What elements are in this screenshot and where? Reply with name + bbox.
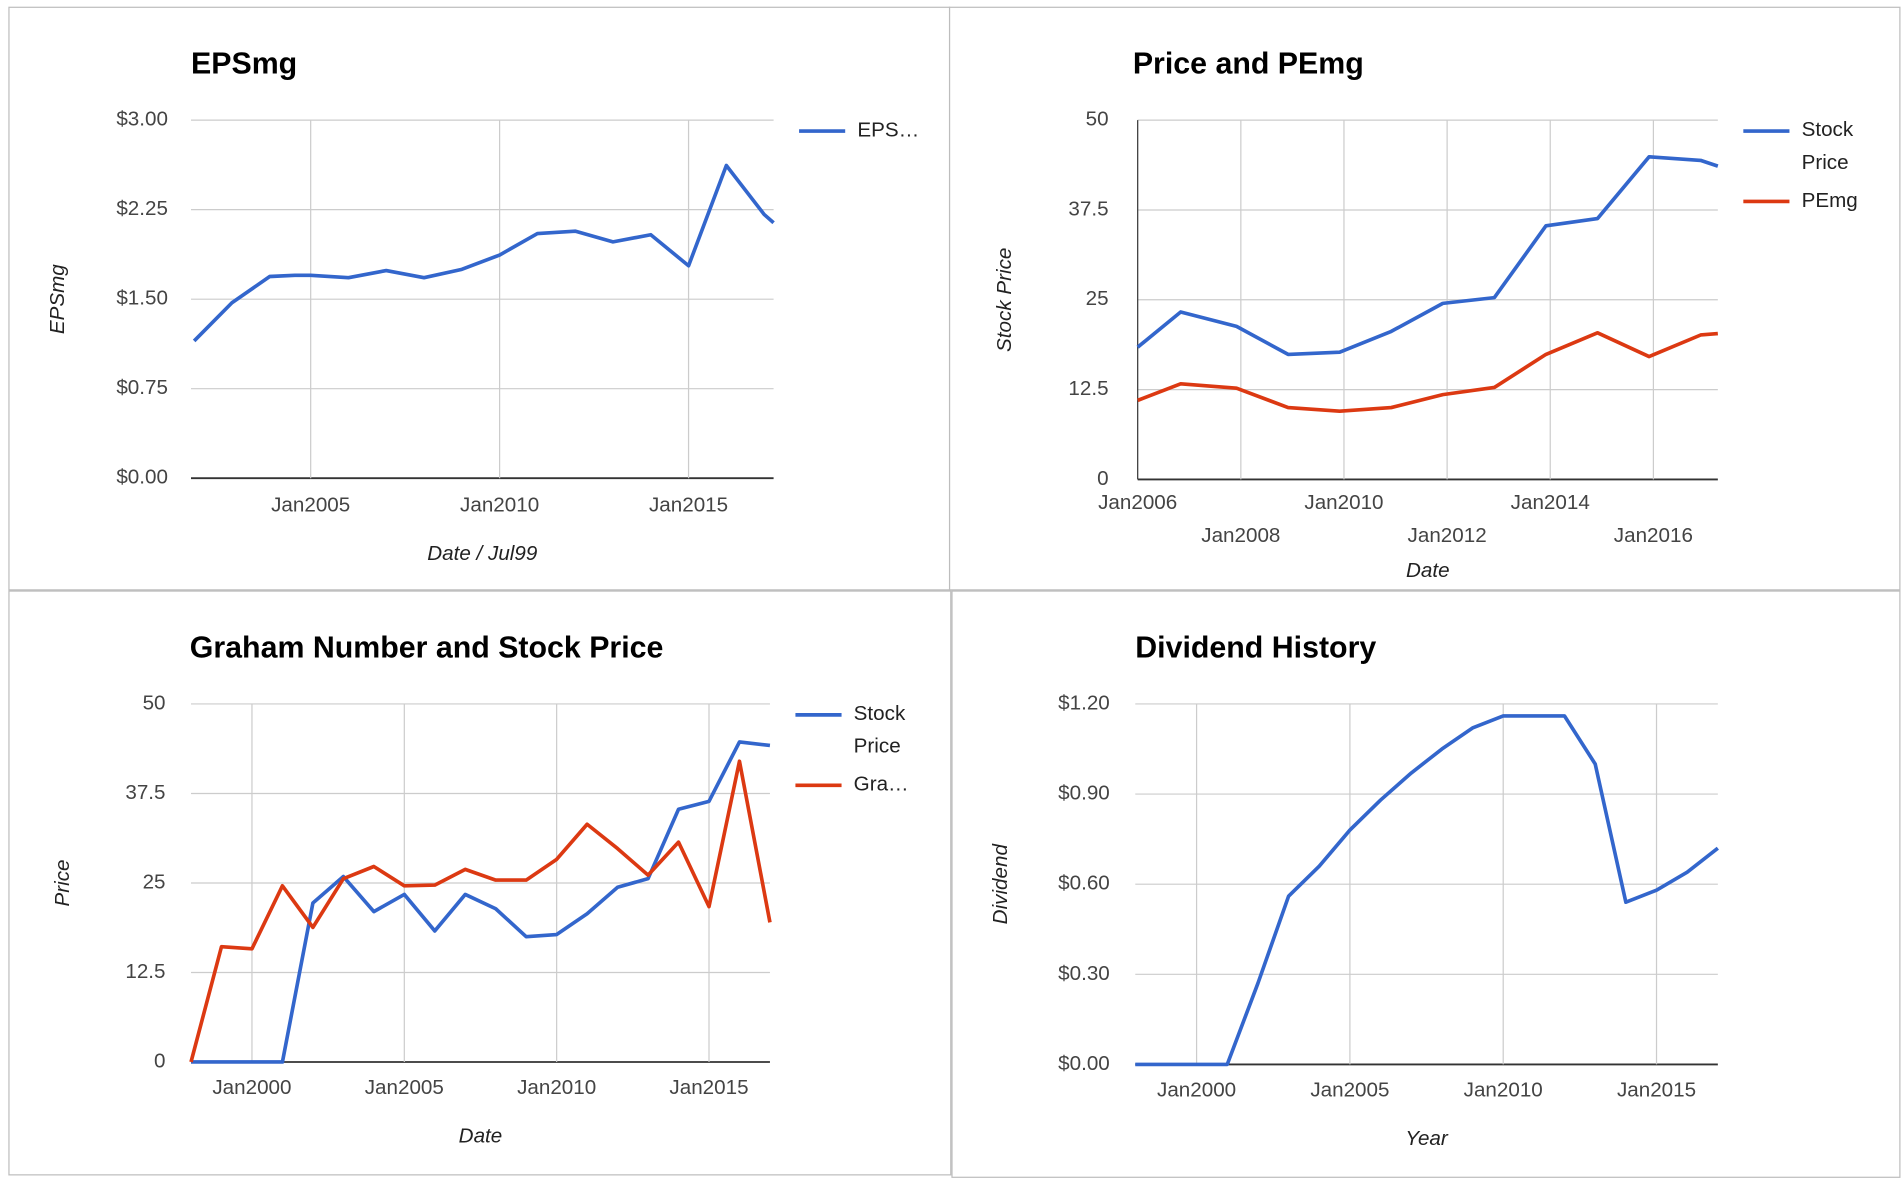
data-line <box>192 163 775 343</box>
y-axis-title: EPSmg <box>46 264 69 334</box>
x-tick-label: Jan2005 <box>1310 1079 1389 1102</box>
x-tick-label: Jan2006 <box>1098 491 1177 514</box>
x-axis-title: Date <box>459 1125 503 1148</box>
y-axis-title: Price <box>51 859 74 906</box>
chart: Graham Number and Stock Price Date Price 0 1… <box>51 631 911 1147</box>
chart: Price and PEmg Date Stock Price 0 12.5 25 37.5… <box>993 48 1859 583</box>
y-tick-label: $1.50 <box>116 287 168 310</box>
y-tick-label: $0.75 <box>116 376 168 399</box>
legend-label: Stock Price <box>1802 119 1859 175</box>
y-tick-label: 12.5 <box>1068 377 1108 400</box>
y-axis-title: Dividend <box>989 843 1012 925</box>
legend-label: PEmg <box>1802 189 1858 212</box>
legend-label: EPS… <box>857 119 919 142</box>
x-tick-label: Jan2010 <box>1464 1079 1543 1102</box>
data-line <box>1136 154 1719 357</box>
chart-title: Dividend History <box>1135 631 1376 664</box>
y-tick-label: 25 <box>143 870 166 893</box>
x-tick-label: Jan2000 <box>1157 1079 1236 1102</box>
y-tick-label: 50 <box>1086 108 1109 131</box>
data-line <box>189 759 772 1063</box>
data-line <box>1137 331 1718 413</box>
y-tick-label: 50 <box>143 691 166 714</box>
x-tick-label: Jan2014 <box>1511 491 1590 514</box>
y-tick-label: 37.5 <box>1068 197 1108 220</box>
x-tick-label: Jan2012 <box>1408 524 1487 547</box>
y-axis-title: Stock Price <box>993 248 1016 352</box>
legend-label: Gra… <box>854 773 909 796</box>
x-tick-label: Jan2005 <box>365 1076 444 1099</box>
x-tick-label: Jan2016 <box>1614 524 1693 547</box>
x-axis-title: Date / Jul99 <box>427 542 538 565</box>
x-axis-title: Date <box>1406 559 1450 582</box>
x-tick-label: Jan2015 <box>649 494 728 517</box>
y-tick-label: $0.00 <box>116 466 168 489</box>
x-tick-label: Jan2015 <box>1617 1079 1696 1102</box>
x-tick-label: Jan2005 <box>271 494 350 517</box>
legend-label: Stock Price <box>854 702 911 758</box>
y-tick-label: $0.90 <box>1058 782 1110 805</box>
x-tick-label: Jan2015 <box>669 1076 748 1099</box>
x-tick-label: Jan2010 <box>460 494 539 517</box>
data-line <box>191 740 771 1064</box>
chart-title: Price and PEmg <box>1133 48 1364 81</box>
y-tick-label: $1.20 <box>1058 691 1110 714</box>
chart: EPSmg Date / Jul99 EPSmg $0.00 $0.75 $1.50 $2.… <box>46 48 919 566</box>
x-tick-label: Jan2010 <box>1304 491 1383 514</box>
y-tick-label: 0 <box>154 1049 165 1072</box>
y-tick-label: 12.5 <box>125 960 165 983</box>
chart-panel <box>948 6 1901 591</box>
data-line <box>1135 714 1719 1067</box>
x-tick-label: Jan2008 <box>1201 524 1280 547</box>
y-tick-label: 37.5 <box>125 781 165 804</box>
y-tick-label: $3.00 <box>116 108 168 131</box>
y-tick-label: 0 <box>1097 467 1108 490</box>
y-tick-label: 25 <box>1086 287 1109 310</box>
chart: Dividend History Year Dividend $0.00 $0.30 $0… <box>989 631 1719 1150</box>
x-tick-label: Jan2000 <box>212 1076 291 1099</box>
y-tick-label: $0.00 <box>1058 1052 1110 1075</box>
y-tick-label: $0.60 <box>1058 872 1110 895</box>
chart-title: EPSmg <box>191 48 297 81</box>
y-tick-label: $2.25 <box>116 197 168 220</box>
y-tick-label: $0.30 <box>1058 962 1110 985</box>
x-tick-label: Jan2010 <box>517 1076 596 1099</box>
chart-title: Graham Number and Stock Price <box>190 631 664 664</box>
x-axis-title: Year <box>1405 1127 1449 1150</box>
